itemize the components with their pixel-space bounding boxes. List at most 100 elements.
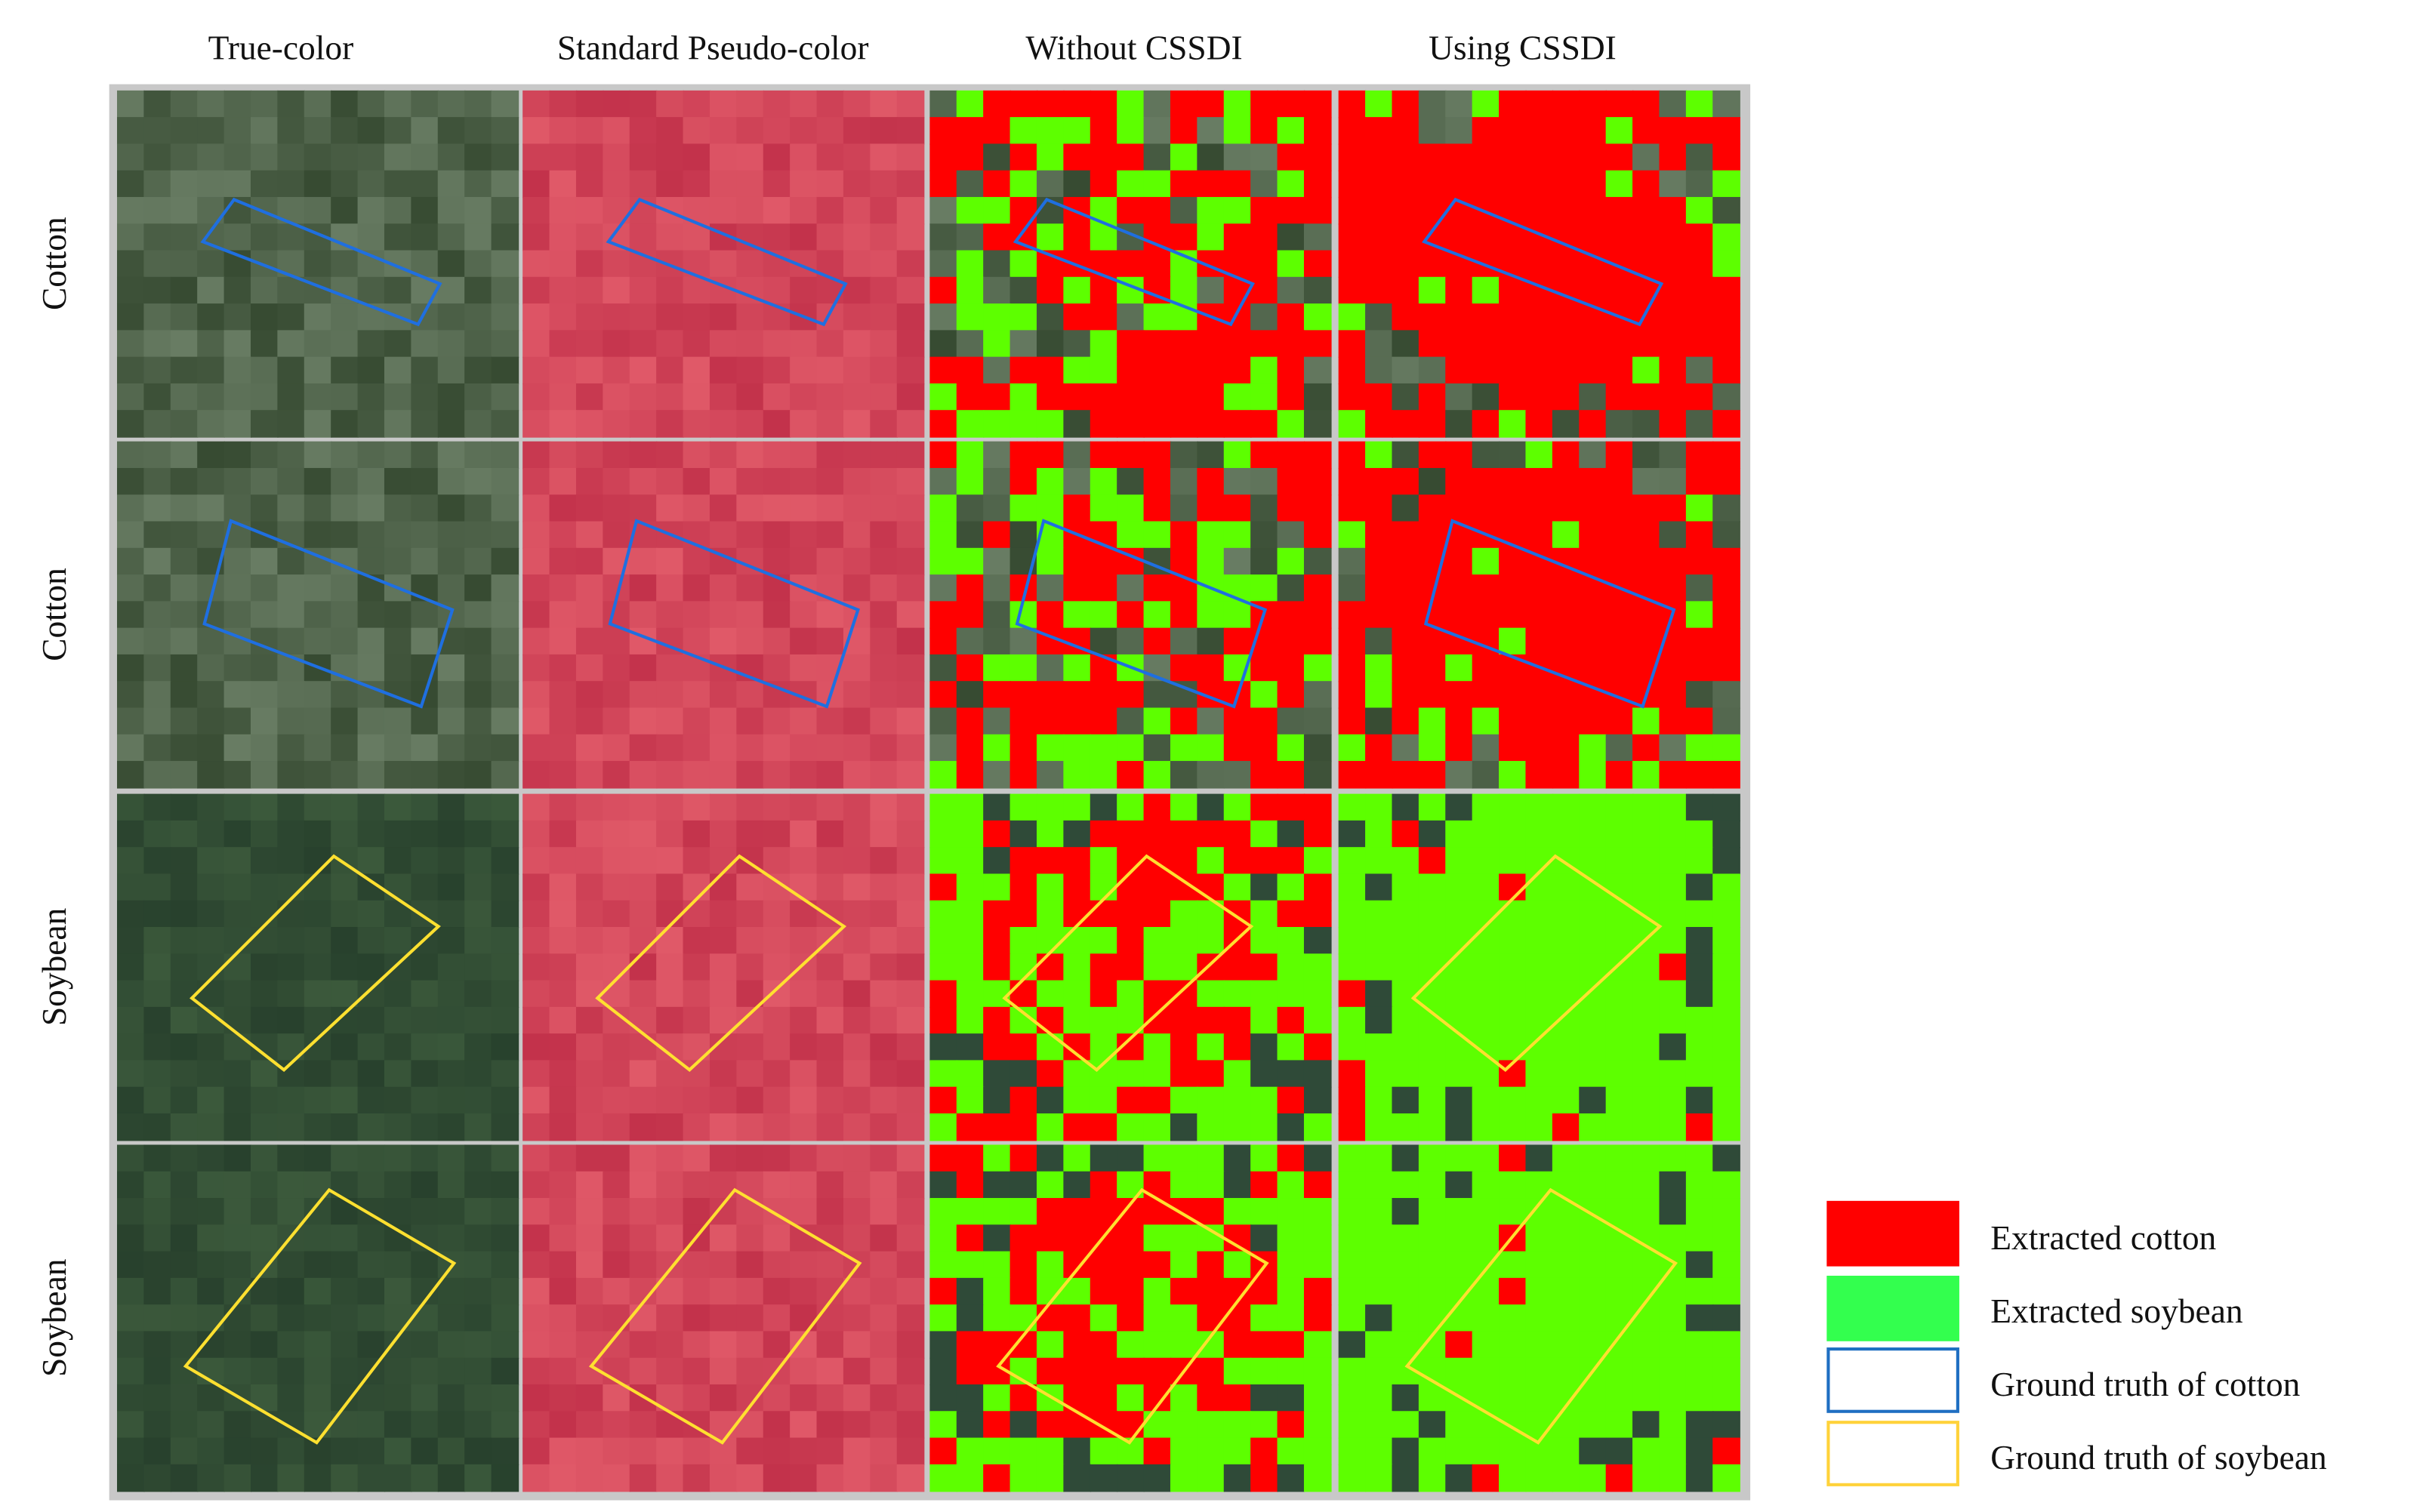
pixel [1445,1304,1473,1332]
pixel [357,847,386,875]
pixel [816,1304,845,1332]
pixel [1418,383,1447,411]
pixel [629,117,658,145]
pixel [1303,410,1332,438]
pixel [1117,793,1145,822]
pixel [575,410,604,438]
pixel [522,117,550,145]
pixel [143,1357,172,1386]
pixel [656,681,684,709]
pixel [1303,170,1332,199]
pixel [549,1331,578,1359]
pixel [763,761,791,789]
pixel [1445,1331,1473,1359]
pixel [437,441,466,470]
pixel [223,793,252,822]
pixel [1418,117,1447,145]
pixel [709,143,738,171]
pixel [1090,820,1118,848]
pixel [357,494,386,522]
pixel [491,1144,519,1172]
pixel [929,1144,958,1172]
pixel [1685,1198,1714,1226]
pixel [1143,1411,1172,1439]
pixel [1009,1060,1038,1088]
pixel [491,820,519,848]
pixel [491,356,519,385]
pixel [143,330,172,358]
pixel [1472,1411,1500,1439]
pixel [1685,1086,1714,1115]
pixel [437,820,466,848]
pixel [197,847,225,875]
pixel [1143,303,1172,331]
pixel [1090,547,1118,576]
pixel [1632,441,1660,470]
pixel [522,90,550,119]
pixel [357,1304,386,1332]
pixel [929,1411,958,1439]
pixel [790,1113,818,1141]
pixel [683,1357,711,1386]
pixel [1552,143,1580,171]
pixel [896,820,925,848]
pixel [929,1304,958,1332]
pixel [1632,383,1660,411]
pixel [1170,734,1198,762]
pixel [1197,820,1225,848]
pixel [763,1331,791,1359]
pixel [1338,441,1367,470]
pixel [656,927,684,955]
pixel [1659,383,1688,411]
pixel [790,927,818,955]
pixel [1365,601,1393,629]
pixel [956,793,985,822]
pixel [956,1198,985,1226]
pixel [1117,1277,1145,1306]
pixel [790,1411,818,1439]
pixel [790,1251,818,1280]
pixel [1499,601,1527,629]
pixel [736,793,764,822]
pixel [1090,681,1118,709]
pixel [277,1144,306,1172]
pixel [143,1331,172,1359]
pixel [522,574,550,602]
pixel [549,1086,578,1115]
pixel [1445,793,1473,822]
pixel [116,383,145,411]
pixel [1277,793,1305,822]
pixel [1036,654,1065,682]
pixel [304,250,332,279]
pixel [384,734,412,762]
pixel [1170,410,1198,438]
pixel [896,707,925,736]
pixel [1277,847,1305,875]
pixel [575,1171,604,1199]
pixel [1063,383,1092,411]
pixel [1223,1384,1252,1412]
pixel [1365,681,1393,709]
pixel [1605,847,1634,875]
pixel [250,223,279,251]
pixel [304,494,332,522]
legend-swatch [1826,1347,1959,1413]
pixel [357,117,386,145]
pixel [1250,1144,1278,1172]
pixel [1685,303,1714,331]
pixel [603,761,630,789]
pixel [870,873,898,901]
pixel [411,1384,439,1412]
pixel [1685,1006,1714,1035]
pixel [223,681,252,709]
pixel [1250,441,1278,470]
pixel [549,900,578,928]
pixel [656,356,684,385]
pixel [143,143,172,171]
pixel [304,1171,332,1199]
pixel [896,601,925,629]
pixel [170,1060,199,1088]
pixel [603,1277,630,1306]
pixel [896,654,925,682]
pixel [983,873,1011,901]
